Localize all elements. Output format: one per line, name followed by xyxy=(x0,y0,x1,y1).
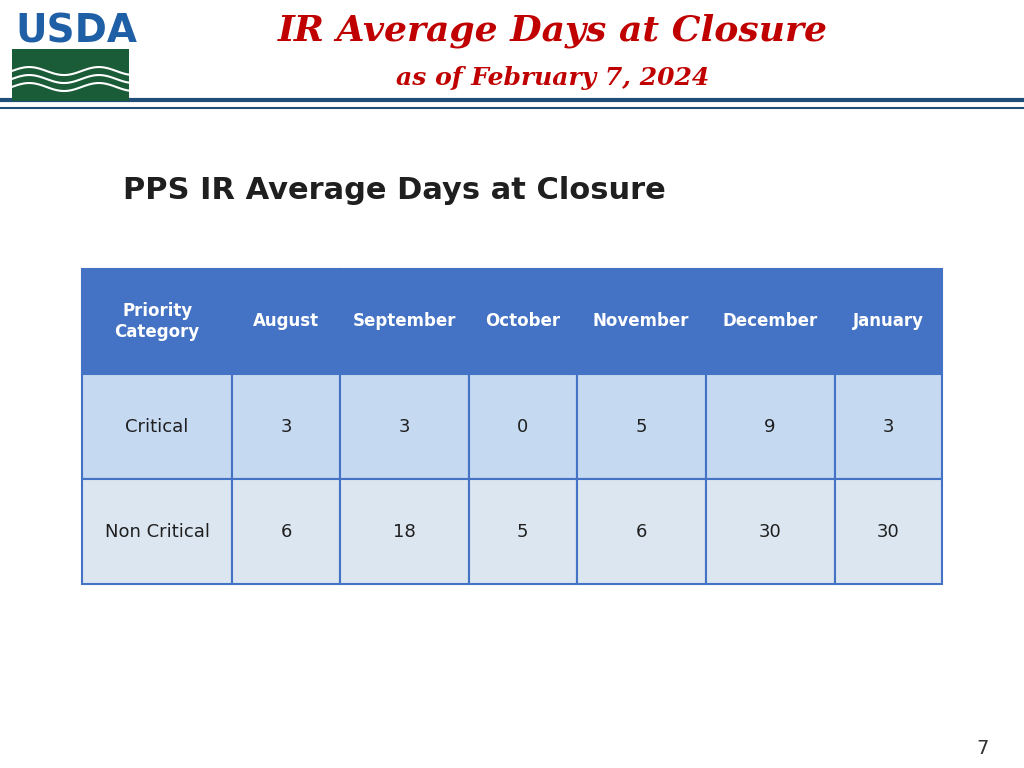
Text: USDA: USDA xyxy=(15,12,138,50)
Bar xyxy=(469,479,577,584)
Text: 30: 30 xyxy=(759,522,781,541)
Bar xyxy=(835,374,942,479)
Text: 5: 5 xyxy=(635,418,647,435)
Bar xyxy=(82,269,232,374)
Text: 3: 3 xyxy=(281,418,292,435)
Bar xyxy=(340,374,469,479)
Bar xyxy=(706,269,835,374)
Text: 3: 3 xyxy=(398,418,411,435)
Bar xyxy=(469,269,577,374)
Bar xyxy=(232,374,340,479)
Text: October: October xyxy=(485,313,560,330)
Bar xyxy=(835,269,942,374)
Text: 7: 7 xyxy=(977,739,989,758)
Bar xyxy=(82,374,232,479)
Bar xyxy=(577,479,706,584)
Text: IR Average Days at Closure: IR Average Days at Closure xyxy=(278,14,828,48)
Bar xyxy=(232,479,340,584)
Text: 30: 30 xyxy=(877,522,900,541)
Bar xyxy=(82,479,232,584)
Bar xyxy=(577,374,706,479)
Text: 0: 0 xyxy=(517,418,528,435)
Bar xyxy=(577,269,706,374)
Text: November: November xyxy=(593,313,689,330)
Text: 18: 18 xyxy=(393,522,416,541)
Text: 5: 5 xyxy=(517,522,528,541)
Bar xyxy=(835,479,942,584)
Text: December: December xyxy=(722,313,818,330)
Text: as of February 7, 2024: as of February 7, 2024 xyxy=(396,66,710,90)
Text: 6: 6 xyxy=(281,522,292,541)
Text: September: September xyxy=(352,313,457,330)
Text: Critical: Critical xyxy=(126,418,188,435)
Text: 6: 6 xyxy=(635,522,647,541)
Bar xyxy=(706,479,835,584)
Bar xyxy=(340,269,469,374)
Text: PPS IR Average Days at Closure: PPS IR Average Days at Closure xyxy=(123,176,666,204)
Text: January: January xyxy=(853,313,924,330)
Bar xyxy=(340,479,469,584)
Text: Priority
Category: Priority Category xyxy=(115,302,200,341)
Text: August: August xyxy=(253,313,319,330)
FancyBboxPatch shape xyxy=(12,49,129,101)
Bar xyxy=(232,269,340,374)
Bar xyxy=(706,374,835,479)
Text: 9: 9 xyxy=(764,418,776,435)
Text: Non Critical: Non Critical xyxy=(104,522,210,541)
Text: 3: 3 xyxy=(883,418,894,435)
Bar xyxy=(469,374,577,479)
